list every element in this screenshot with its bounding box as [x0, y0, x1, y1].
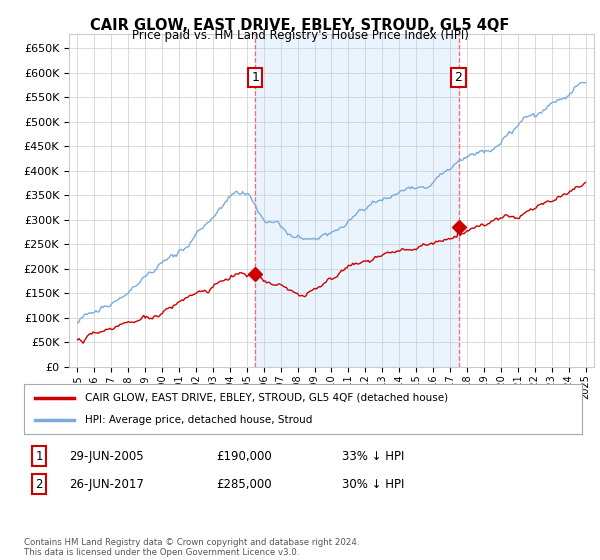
- Text: 33% ↓ HPI: 33% ↓ HPI: [342, 450, 404, 463]
- Text: 2: 2: [35, 478, 43, 491]
- Text: 1: 1: [35, 450, 43, 463]
- Text: HPI: Average price, detached house, Stroud: HPI: Average price, detached house, Stro…: [85, 415, 313, 425]
- Text: Price paid vs. HM Land Registry's House Price Index (HPI): Price paid vs. HM Land Registry's House …: [131, 29, 469, 42]
- Text: 2: 2: [455, 71, 463, 84]
- Text: 26-JUN-2017: 26-JUN-2017: [69, 478, 144, 491]
- Text: Contains HM Land Registry data © Crown copyright and database right 2024.
This d: Contains HM Land Registry data © Crown c…: [24, 538, 359, 557]
- Text: 1: 1: [251, 71, 259, 84]
- Text: 30% ↓ HPI: 30% ↓ HPI: [342, 478, 404, 491]
- Text: CAIR GLOW, EAST DRIVE, EBLEY, STROUD, GL5 4QF: CAIR GLOW, EAST DRIVE, EBLEY, STROUD, GL…: [91, 18, 509, 33]
- Text: 29-JUN-2005: 29-JUN-2005: [69, 450, 143, 463]
- Text: £285,000: £285,000: [216, 478, 272, 491]
- Bar: [255, 34, 458, 367]
- Text: £190,000: £190,000: [216, 450, 272, 463]
- Text: CAIR GLOW, EAST DRIVE, EBLEY, STROUD, GL5 4QF (detached house): CAIR GLOW, EAST DRIVE, EBLEY, STROUD, GL…: [85, 393, 449, 403]
